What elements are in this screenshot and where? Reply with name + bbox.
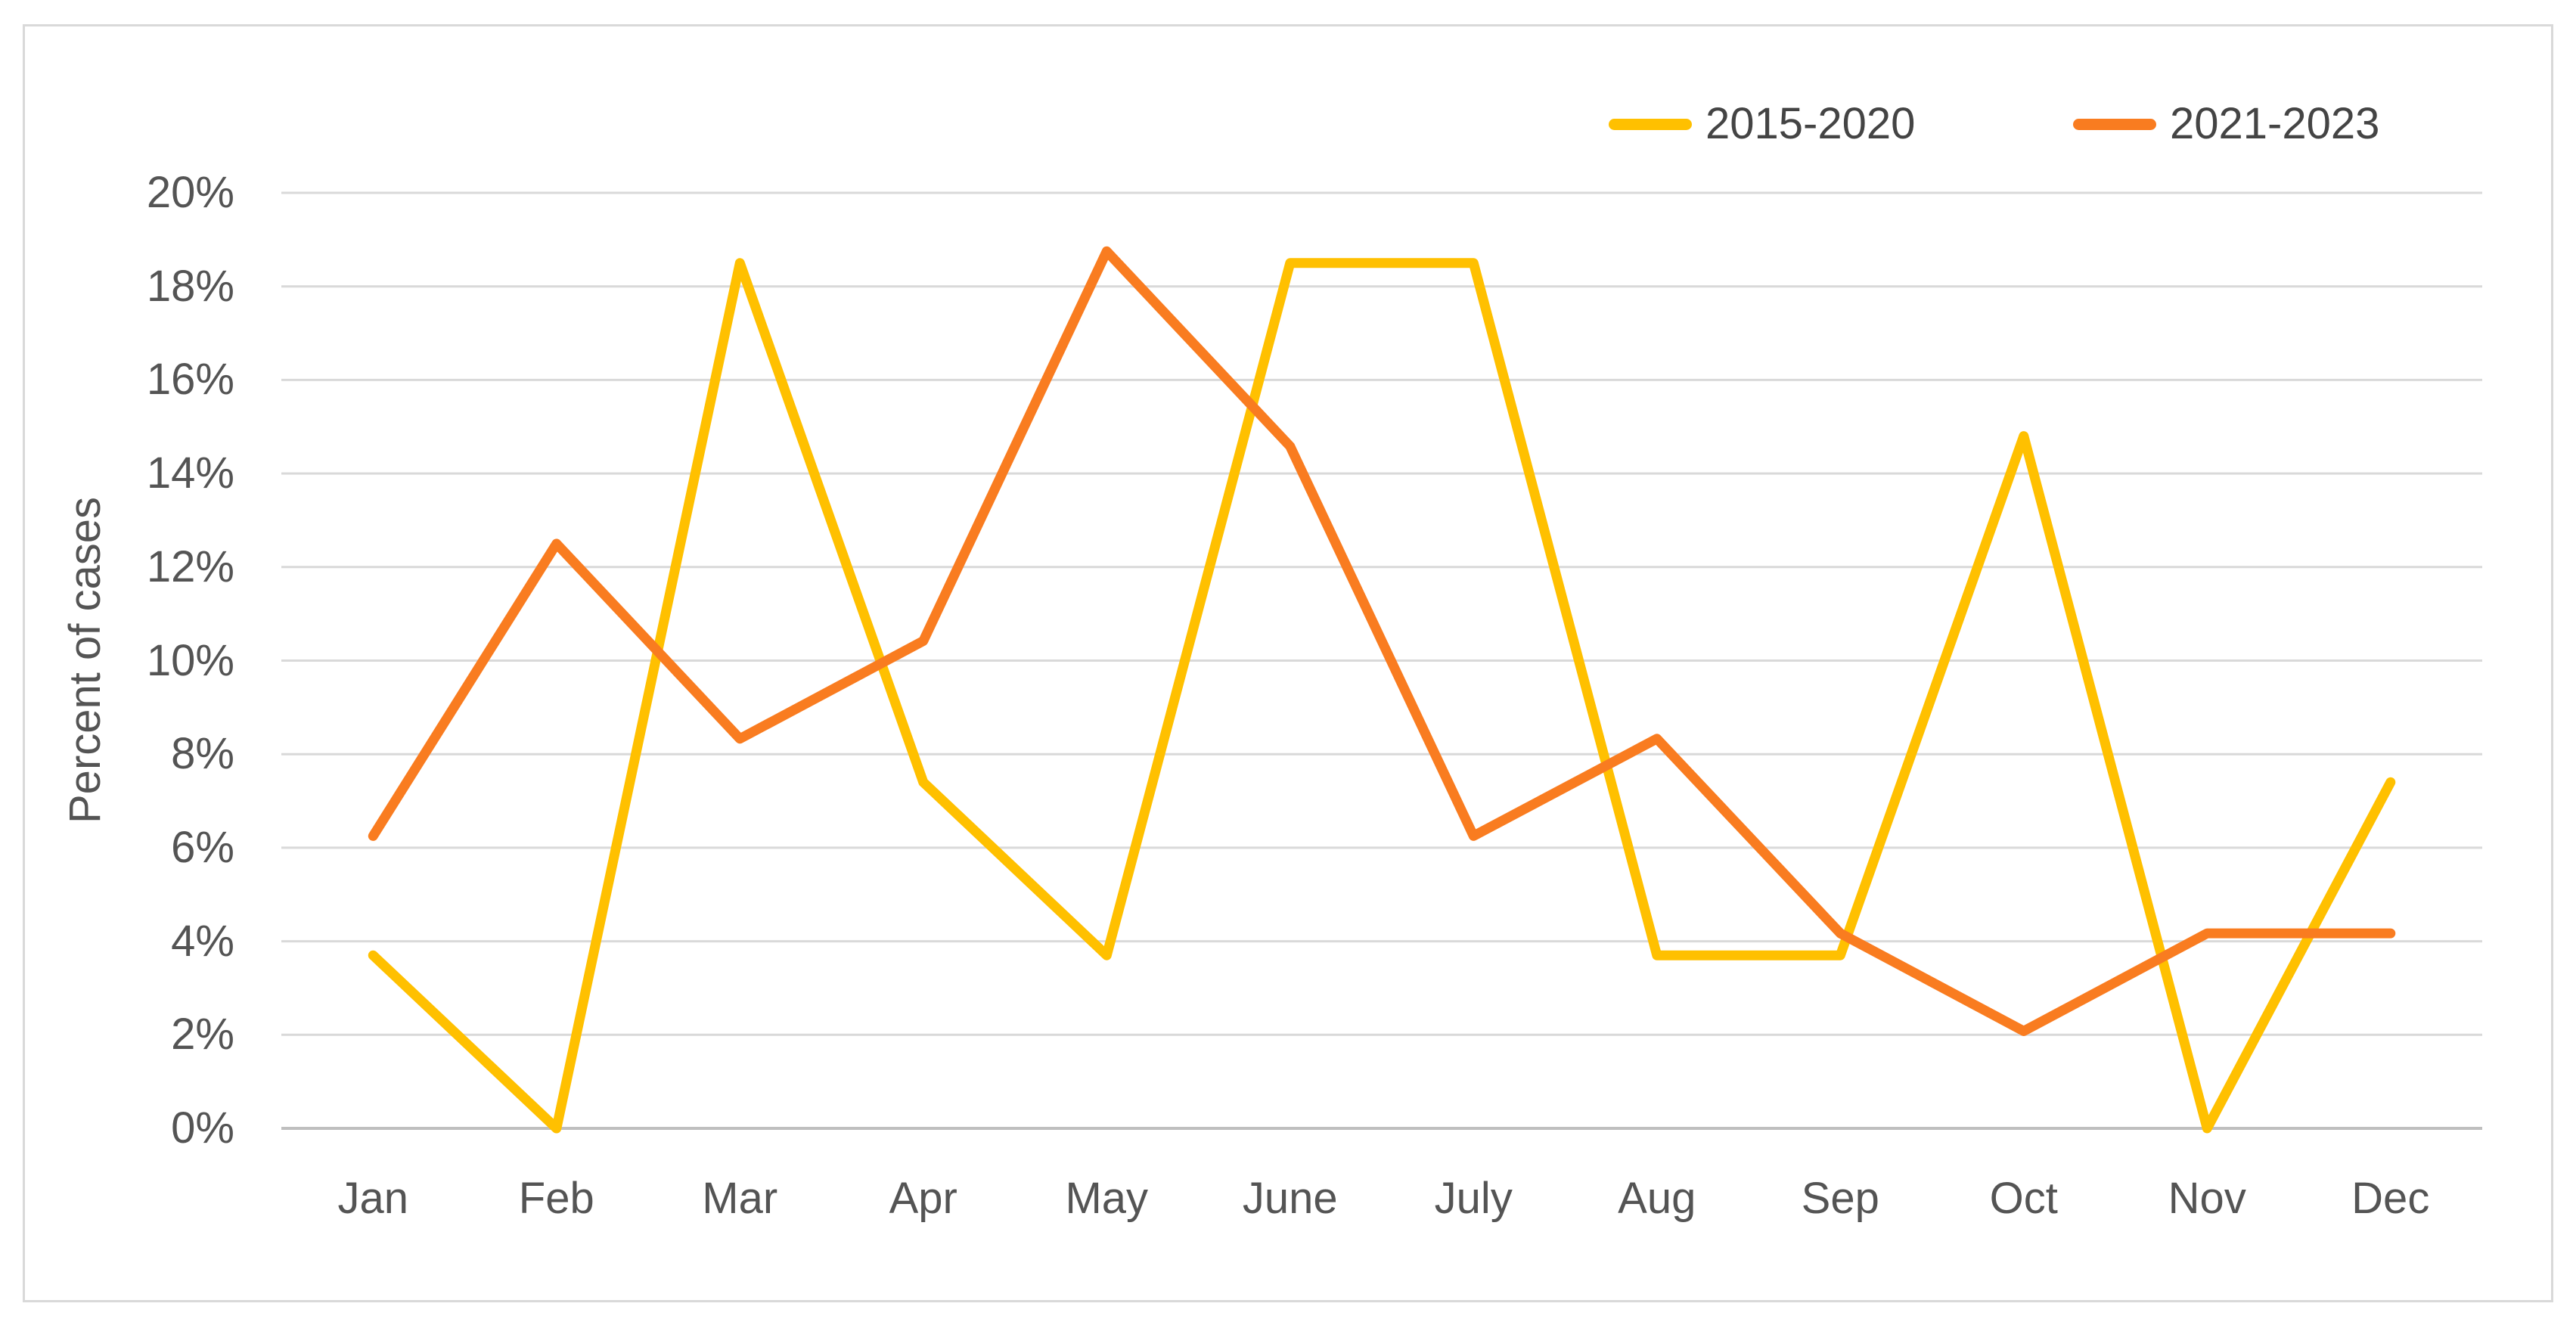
y-tick-label: 6% [171, 822, 234, 872]
chart-frame [23, 24, 2553, 1302]
x-tick-label: Jan [337, 1174, 409, 1223]
x-tick-label: Aug [1618, 1174, 1696, 1223]
y-tick-label: 0% [171, 1103, 234, 1153]
legend-label: 2015-2020 [1705, 99, 1916, 148]
legend-line-swatch-yellow [1609, 118, 1692, 130]
y-tick-label: 12% [146, 541, 234, 591]
series-line-2015-2020 [368, 258, 2396, 1134]
y-tick-label: 20% [146, 168, 234, 217]
legend-line-swatch-orange [2073, 118, 2156, 130]
x-tick-label: Oct [1989, 1174, 2058, 1223]
series-line-2021-2023 [368, 246, 2396, 1036]
legend: 2015-2020 2021-2023 [0, 102, 2576, 146]
legend-item-series-1: 2015-2020 [1609, 102, 1915, 146]
x-tick-label: Apr [889, 1174, 957, 1223]
y-tick-label: 10% [146, 635, 234, 685]
legend-item-series-2: 2021-2023 [2073, 102, 2379, 146]
y-tick-label: 18% [146, 261, 234, 311]
legend-label: 2021-2023 [2170, 99, 2380, 148]
y-tick-label: 8% [171, 729, 234, 779]
x-tick-label: Mar [702, 1174, 778, 1223]
y-tick-label: 14% [146, 448, 234, 498]
y-axis-title: Percent of cases [61, 497, 110, 824]
y-tick-label: 2% [171, 1010, 234, 1060]
x-tick-label: Nov [2168, 1174, 2246, 1223]
x-tick-label: May [1065, 1174, 1149, 1223]
y-tick-label: 16% [146, 355, 234, 405]
x-tick-label: Sep [1801, 1174, 1879, 1223]
x-tick-label: Dec [2351, 1174, 2430, 1223]
x-tick-label: July [1434, 1174, 1513, 1223]
x-tick-label: Feb [518, 1174, 594, 1223]
x-tick-label: June [1242, 1174, 1338, 1223]
y-tick-label: 4% [171, 916, 234, 966]
